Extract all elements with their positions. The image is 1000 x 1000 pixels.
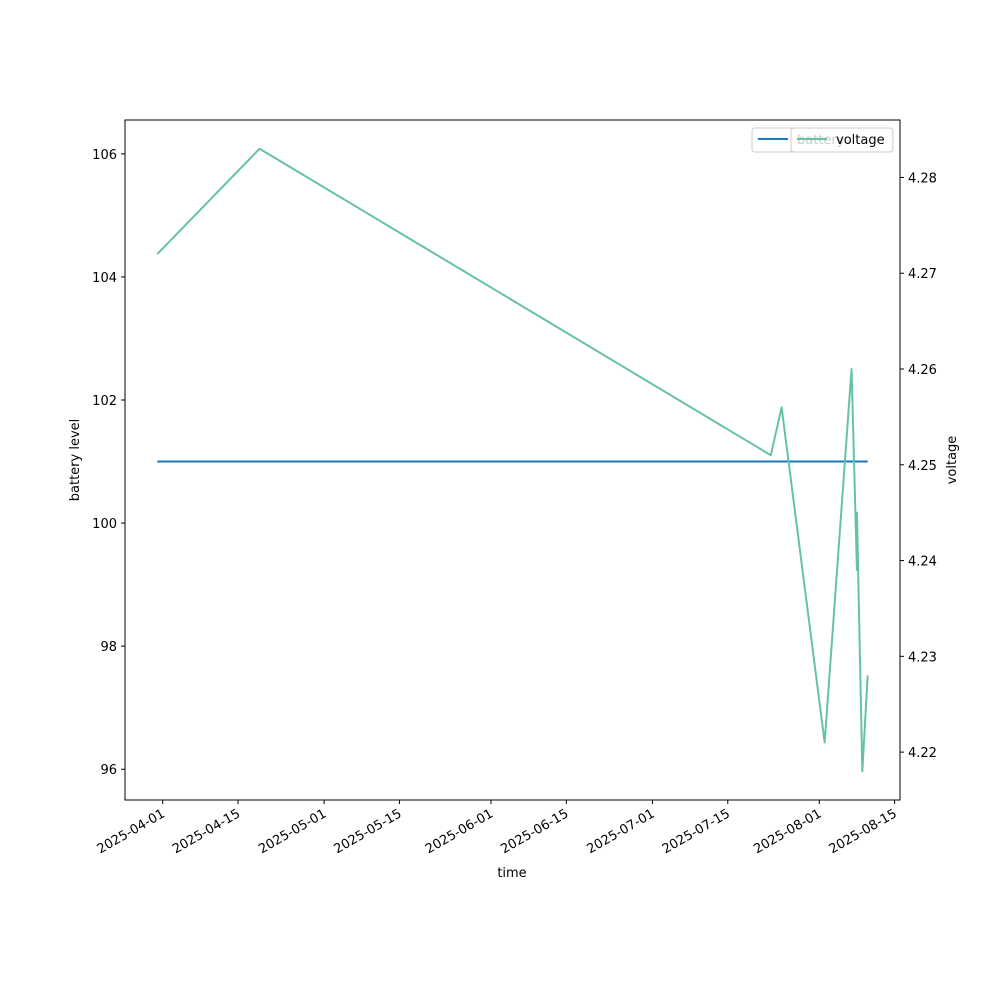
plot-area bbox=[156, 147, 869, 773]
y-left-tick-label: 98 bbox=[100, 640, 117, 655]
y-left-tick-label: 100 bbox=[92, 517, 117, 532]
y-right-tick-label: 4.25 bbox=[908, 459, 937, 474]
axes-frame bbox=[124, 119, 901, 801]
y-axis-left: 96 98 100 102 104 106 bbox=[92, 148, 125, 778]
y-axis-right: 4.22 4.23 4.24 4.25 4.26 4.27 4.28 bbox=[900, 171, 937, 761]
y-right-tick-label: 4.22 bbox=[908, 746, 937, 761]
y-right-tick-label: 4.23 bbox=[908, 650, 937, 665]
y-right-tick-label: 4.27 bbox=[908, 267, 937, 282]
legend-box bbox=[790, 127, 894, 153]
y-left-tick-label: 106 bbox=[92, 148, 117, 163]
y-right-tick-label: 4.26 bbox=[908, 363, 937, 378]
y-left-tick-label: 102 bbox=[92, 394, 117, 409]
series-line-voltage bbox=[156, 147, 869, 773]
y-right-tick-label: 4.24 bbox=[908, 555, 937, 570]
y-axis-left-label: battery level bbox=[68, 419, 83, 502]
y-right-tick-label: 4.28 bbox=[908, 171, 937, 186]
y-left-tick-label: 104 bbox=[92, 271, 117, 286]
legend-voltage: voltage bbox=[790, 127, 894, 153]
x-axis-label: time bbox=[497, 866, 526, 881]
y-left-tick-label: 96 bbox=[100, 763, 117, 778]
y-axis-right-label: voltage bbox=[945, 436, 960, 485]
legend-label-voltage: voltage bbox=[836, 133, 885, 148]
